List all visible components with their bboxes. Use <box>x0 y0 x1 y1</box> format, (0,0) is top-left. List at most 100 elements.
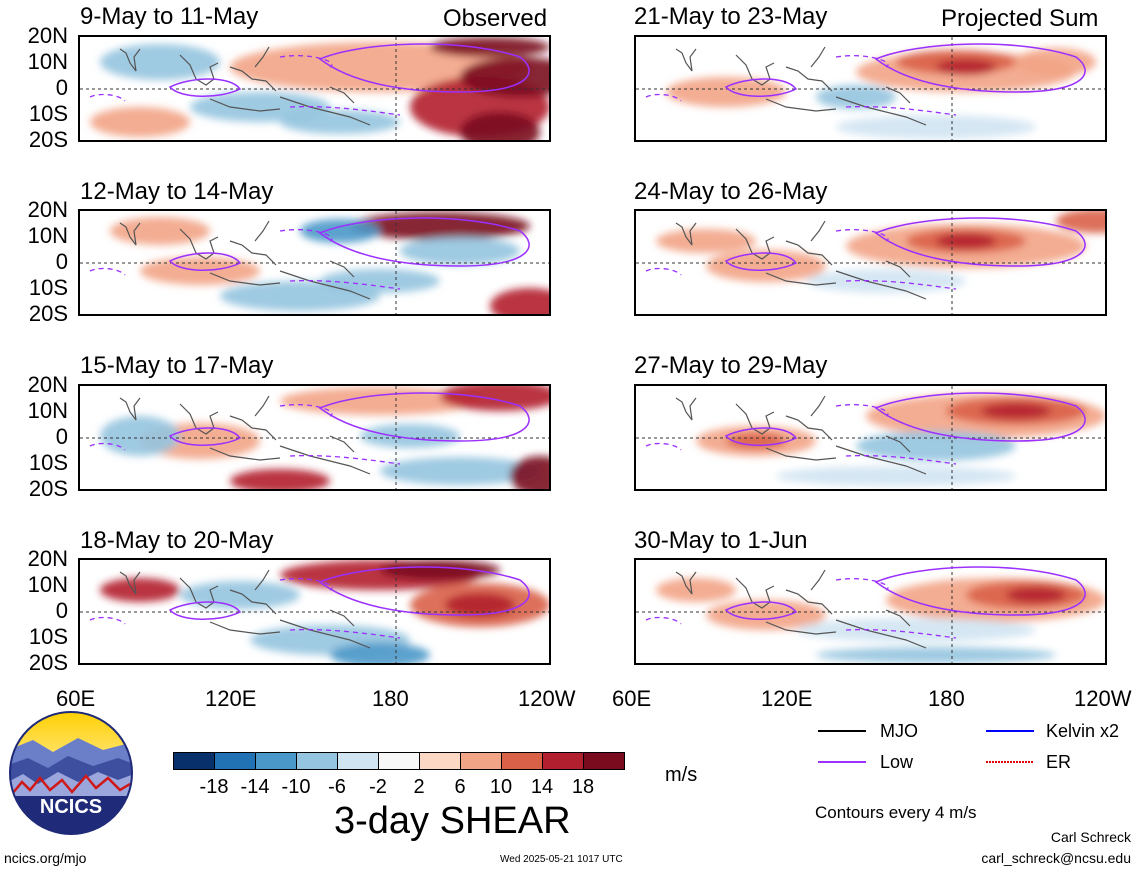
lat-label-0-3: 10S <box>28 101 68 126</box>
shear-map <box>636 211 1105 314</box>
low-contour <box>724 392 1086 446</box>
low-contour <box>724 217 1086 271</box>
panel-title-3: 15-May to 17-May <box>80 352 274 379</box>
lon-label-120w-right: 120W <box>1074 688 1132 710</box>
colorbar-label: 18 <box>571 776 595 798</box>
colorbar-units: m/s <box>665 764 698 786</box>
colorbar-label: 6 <box>454 776 466 798</box>
colorbar-title: 3-day SHEAR <box>334 800 571 842</box>
map-panel-3 <box>78 384 551 491</box>
colorbar-swatch <box>419 752 461 770</box>
colorbar-swatch <box>378 752 420 770</box>
lat-label-1-3: 10S <box>28 275 68 300</box>
lat-label-1-0: 20N <box>27 197 68 222</box>
lat-label-0-2: 0 <box>55 75 68 100</box>
colorbar-swatch <box>583 752 625 770</box>
colorbar-label: -14 <box>240 776 270 798</box>
map-panel-7 <box>634 384 1107 491</box>
coastline <box>675 569 927 649</box>
shear-map <box>636 560 1105 663</box>
legend-kelvin-label: Kelvin x2 <box>1046 721 1120 741</box>
panel-title-2: 12-May to 14-May <box>80 178 274 205</box>
lat-label-1-4: 20S <box>28 301 68 326</box>
legend-mjo-label: MJO <box>880 721 918 741</box>
colorbar-swatch <box>501 752 543 770</box>
lat-label-3-2: 0 <box>55 598 68 623</box>
footer-author: Carl Schreck <box>1050 829 1131 845</box>
lat-label-3-4: 20S <box>28 650 68 675</box>
footer-timestamp: Wed 2025-05-21 1017 UTC <box>500 854 623 865</box>
map-panel-5 <box>634 35 1107 142</box>
low-contour <box>724 43 1086 97</box>
lon-label-120e-right: 120E <box>761 686 813 711</box>
low-contour-negative <box>89 229 401 290</box>
lat-label-2-2: 0 <box>55 424 68 449</box>
colorbar-label: 10 <box>489 776 513 798</box>
panel-tag-projected: Projected Sum <box>941 5 1099 32</box>
low-contour-negative <box>645 55 957 116</box>
shear-map <box>80 386 549 489</box>
colorbar-label: -10 <box>281 776 311 798</box>
lon-label-180-left: 180 <box>372 686 409 711</box>
shear-map <box>636 386 1105 489</box>
panel-title-5: 21-May to 23-May <box>634 3 828 30</box>
panel-title-6: 24-May to 26-May <box>634 178 828 205</box>
lat-label-2-3: 10S <box>28 450 68 475</box>
lat-label-2-4: 20S <box>28 476 68 501</box>
colorbar-label: -18 <box>199 776 229 798</box>
panel-title-1: 9-May to 11-May <box>80 3 259 30</box>
low-contour-negative <box>645 578 957 639</box>
colorbar-label: 2 <box>413 776 425 798</box>
colorbar-label: -2 <box>369 776 387 798</box>
lon-label-120w-left: 120W <box>518 686 576 711</box>
panel-title-4: 18-May to 20-May <box>80 527 274 554</box>
colorbar-swatch <box>296 752 338 770</box>
panel-tag-observed: Observed <box>443 5 548 32</box>
lat-label-1-1: 10N <box>27 223 68 248</box>
map-panel-1 <box>78 35 551 142</box>
low-contour <box>168 392 530 446</box>
coastline <box>675 220 927 300</box>
lon-label-60e-right: 60E <box>612 686 652 711</box>
colorbar-swatch <box>173 752 215 770</box>
footer-email[interactable]: carl_schreck@ncsu.edu <box>981 850 1131 866</box>
coastline <box>119 46 371 126</box>
shear-map <box>80 211 549 314</box>
logo-text: NCICS <box>40 796 102 818</box>
lat-label-3-1: 10N <box>27 572 68 597</box>
ncics-logo: NCICS <box>8 710 134 841</box>
lat-label-1-2: 0 <box>55 249 68 274</box>
map-panel-8 <box>634 558 1107 665</box>
shear-map <box>80 37 549 140</box>
lat-label-2-0: 20N <box>27 372 68 397</box>
low-contour-negative <box>89 404 401 465</box>
colorbar-label: 14 <box>530 776 554 798</box>
panel-title-8: 30-May to 1-Jun <box>634 527 808 554</box>
low-contour <box>168 43 530 97</box>
coastline <box>119 569 371 649</box>
legend-er-label: ER <box>1046 752 1072 772</box>
shear-map <box>80 560 549 663</box>
low-contour-negative <box>645 404 957 465</box>
low-contour-negative <box>89 578 401 639</box>
contour-note: Contours every 4 m/s <box>815 803 977 822</box>
colorbar-label: -6 <box>328 776 346 798</box>
coastline <box>675 46 927 126</box>
legend-lines <box>818 730 1034 763</box>
panel-title-7: 27-May to 29-May <box>634 352 828 379</box>
shear-map <box>636 37 1105 140</box>
coastline <box>119 220 371 300</box>
legend-low-label: Low <box>880 752 914 772</box>
colorbar-swatch <box>214 752 256 770</box>
coastline <box>119 395 371 475</box>
map-panel-6 <box>634 209 1107 316</box>
low-contour-negative <box>89 55 401 116</box>
lat-label-0-1: 10N <box>27 49 68 74</box>
footer-site-link[interactable]: ncics.org/mjo <box>4 850 87 866</box>
lat-label-0-0: 20N <box>27 23 68 48</box>
map-panel-4 <box>78 558 551 665</box>
lat-label-3-3: 10S <box>28 624 68 649</box>
low-contour <box>168 217 530 271</box>
lon-label-120e-left: 120E <box>205 686 257 711</box>
colorbar-swatch <box>542 752 584 770</box>
